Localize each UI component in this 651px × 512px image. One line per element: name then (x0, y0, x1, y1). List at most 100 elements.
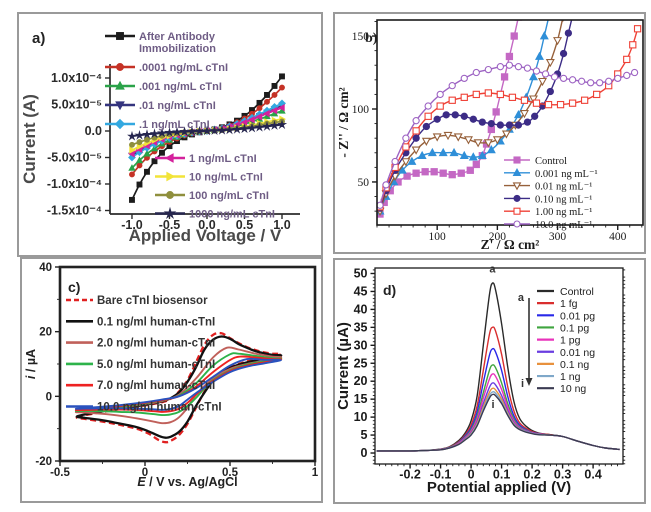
panel-a-iv-curves: -1.0 -0.5 0.0 0.5 1.0 1.0x10⁻⁴ 5.0x10⁻⁵ 0.0 -5.0… (17, 12, 323, 257)
svg-text:0: 0 (142, 467, 148, 479)
svg-text:i: i (492, 399, 495, 411)
svg-text:200: 200 (489, 231, 507, 243)
svg-text:0.4: 0.4 (584, 468, 601, 482)
svg-text:100: 100 (352, 104, 370, 116)
nyquist-impedance-chart: 100 200 300 400 50 100 150 Z' / Ω cm² - Z'' / Ω … (336, 19, 644, 252)
svg-text:b): b) (365, 31, 378, 46)
svg-text:1.0: 1.0 (273, 218, 290, 232)
svg-text:10 ng: 10 ng (560, 383, 586, 395)
svg-text:.0001 ng/mL cTnI: .0001 ng/mL cTnI (139, 62, 228, 74)
dpv-chart: -0.2 -0.1 0 0.1 0.2 0.3 0.4 0 5 10 15 20 25 30 35 40 45 5… (335, 263, 626, 496)
svg-text:35: 35 (354, 320, 368, 334)
svg-text:a: a (518, 292, 525, 304)
chart-series (376, 282, 620, 452)
svg-text:20: 20 (39, 327, 52, 339)
svg-text:d): d) (383, 282, 396, 298)
iv-curve-chart: -1.0 -0.5 0.0 0.5 1.0 1.0x10⁻⁴ 5.0x10⁻⁵ 0.0 -5.0… (20, 30, 300, 245)
chart-legend: Bare cTnI biosensor 0.1 ng/ml human-cTnI 2… (66, 295, 222, 414)
svg-text:0.01 ng mL⁻¹: 0.01 ng mL⁻¹ (535, 182, 592, 193)
svg-text:Potential applied (V): Potential applied (V) (427, 479, 571, 496)
svg-text:100: 100 (429, 231, 447, 243)
svg-text:7.0 ng/ml human-cTnI: 7.0 ng/ml human-cTnI (97, 380, 215, 392)
svg-text:Immobilization: Immobilization (139, 43, 216, 55)
svg-text:1.0x10⁻⁴: 1.0x10⁻⁴ (51, 71, 102, 85)
svg-text:-0.2: -0.2 (399, 468, 421, 482)
svg-text:- Z'' / Ω cm²: - Z'' / Ω cm² (336, 87, 351, 157)
chart-legend: Control 0.001 ng mL⁻¹ 0.01 ng mL⁻¹0.10 ng … (504, 156, 598, 231)
svg-text:15: 15 (354, 392, 368, 406)
chart-axes: 100 200 300 400 50 100 150 Z' / Ω cm² - Z'' / Ω … (336, 19, 644, 252)
chart-series (127, 73, 288, 203)
svg-text:2.0 ng/ml human-cTnI: 2.0 ng/ml human-cTnI (97, 338, 215, 350)
svg-text:40: 40 (39, 262, 52, 274)
svg-text:Z' / Ω cm²: Z' / Ω cm² (481, 237, 540, 252)
svg-text:a): a) (32, 30, 45, 47)
svg-text:0: 0 (361, 446, 368, 460)
svg-text:5.0x10⁻⁵: 5.0x10⁻⁵ (51, 97, 102, 111)
svg-text:300: 300 (549, 231, 567, 243)
svg-text:30: 30 (354, 338, 368, 352)
svg-text:45: 45 (354, 284, 368, 298)
svg-text:150: 150 (352, 31, 370, 43)
svg-text:-1.0x10⁻⁴: -1.0x10⁻⁴ (47, 177, 102, 191)
svg-text:a: a (489, 263, 496, 275)
svg-text:After Antibody: After Antibody (139, 31, 216, 43)
panel-b-nyquist-plot: 100 200 300 400 50 100 150 Z' / Ω cm² - Z'' / Ω … (333, 12, 646, 254)
svg-text:-0.5: -0.5 (159, 218, 181, 232)
svg-text:Applied Voltage / V: Applied Voltage / V (129, 226, 282, 245)
chart-axes: -0.2 -0.1 0 0.1 0.2 0.3 0.4 0 5 10 15 20 25 30 35 40 45 5… (335, 263, 626, 496)
svg-text:-1.0: -1.0 (121, 218, 143, 232)
svg-text:0.1: 0.1 (493, 468, 510, 482)
svg-text:Control: Control (560, 286, 594, 298)
panel-c-cyclic-voltammetry: -0.5 0 0.5 1 40 20 0 -20 E / V vs. Ag/AgCl i / µA… (20, 257, 323, 503)
chart-series (75, 331, 283, 444)
svg-text:.1 ng/mL cTnI: .1 ng/mL cTnI (139, 119, 210, 131)
svg-text:0.001 ng mL⁻¹: 0.001 ng mL⁻¹ (535, 169, 598, 180)
svg-text:-20: -20 (35, 456, 52, 468)
svg-text:1: 1 (312, 467, 319, 479)
svg-text:0.01 pg: 0.01 pg (560, 310, 595, 322)
svg-text:Current (µA): Current (µA) (335, 322, 352, 410)
svg-text:-5.0x10⁻⁵: -5.0x10⁻⁵ (47, 150, 102, 164)
svg-text:5: 5 (361, 428, 368, 442)
svg-text:100 ng/mL cTnI: 100 ng/mL cTnI (189, 190, 269, 202)
svg-text:Control: Control (535, 156, 567, 167)
svg-text:0.5: 0.5 (222, 467, 239, 479)
svg-text:-0.5: -0.5 (50, 467, 70, 479)
svg-text:50: 50 (354, 266, 368, 280)
svg-text:1 fg: 1 fg (560, 298, 578, 310)
svg-text:50: 50 (358, 177, 370, 189)
svg-text:-1.5x10⁻⁴: -1.5x10⁻⁴ (47, 204, 102, 218)
svg-text:0.10 ng mL⁻¹: 0.10 ng mL⁻¹ (535, 194, 592, 205)
svg-text:Bare cTnI biosensor: Bare cTnI biosensor (97, 295, 208, 307)
svg-text:0.0: 0.0 (85, 124, 102, 138)
svg-text:0.3: 0.3 (554, 468, 571, 482)
svg-text:10: 10 (354, 410, 368, 424)
cyclic-voltammetry-chart: -0.5 0 0.5 1 40 20 0 -20 E / V vs. Ag/AgCl i / µA… (24, 262, 319, 489)
svg-text:0.1 ng: 0.1 ng (560, 359, 589, 371)
svg-text:i: i (521, 378, 524, 390)
svg-text:1.00 ng mL⁻¹: 1.00 ng mL⁻¹ (535, 207, 592, 218)
svg-text:5.0 ng/ml human-cTnI: 5.0 ng/ml human-cTnI (97, 359, 215, 371)
svg-text:0: 0 (46, 391, 52, 403)
svg-text:0.0: 0.0 (198, 218, 215, 232)
svg-text:40: 40 (354, 302, 368, 316)
chart-axes: -0.5 0 0.5 1 40 20 0 -20 E / V vs. Ag/AgCl i / µA… (24, 262, 319, 489)
svg-text:0.2: 0.2 (523, 468, 540, 482)
svg-text:E / V vs. Ag/AgCl: E / V vs. Ag/AgCl (137, 475, 237, 489)
svg-text:20: 20 (354, 374, 368, 388)
svg-text:i / µA: i / µA (24, 349, 38, 379)
svg-text:1 ng: 1 ng (560, 371, 581, 383)
svg-text:.01 ng/mL cTnI: .01 ng/mL cTnI (139, 100, 216, 112)
chart-axes: -1.0 -0.5 0.0 0.5 1.0 1.0x10⁻⁴ 5.0x10⁻⁵ 0.0 -5.0… (20, 30, 300, 245)
chart-series (377, 20, 642, 218)
svg-text:0.1 ng/ml human-cTnI: 0.1 ng/ml human-cTnI (97, 316, 215, 328)
svg-text:0.5: 0.5 (236, 218, 253, 232)
svg-text:0.1 pg: 0.1 pg (560, 322, 589, 334)
svg-text:10 ng/mL cTnI: 10 ng/mL cTnI (189, 172, 263, 184)
svg-text:.001 ng/mL cTnI: .001 ng/mL cTnI (139, 81, 222, 93)
svg-text:25: 25 (354, 356, 368, 370)
